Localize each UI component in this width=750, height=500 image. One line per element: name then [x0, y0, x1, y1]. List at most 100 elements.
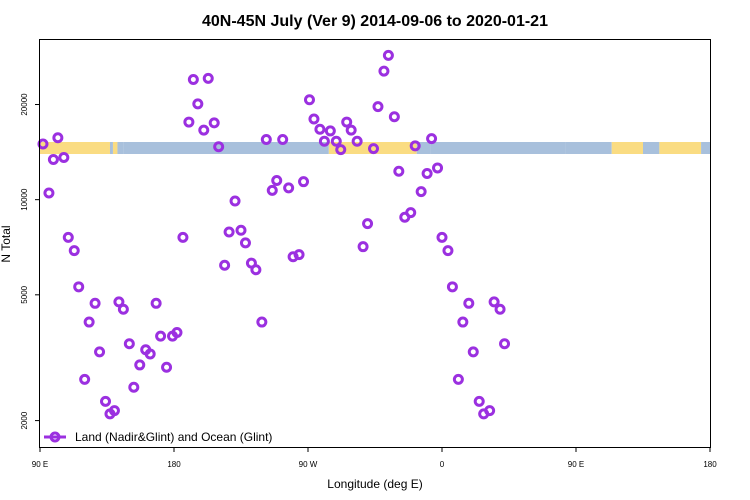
data-point — [144, 348, 156, 360]
x-tick-label: 90 E — [32, 460, 48, 469]
strip-segment-land — [659, 142, 702, 154]
legend-label: Land (Nadir&Glint) and Ocean (Glint) — [75, 430, 272, 444]
strip-segment-ocean — [109, 142, 113, 154]
plot-frame — [39, 39, 711, 448]
data-point — [94, 346, 106, 358]
data-point — [277, 134, 289, 146]
data-point — [62, 231, 74, 243]
data-point — [484, 405, 496, 417]
data-point — [68, 245, 80, 257]
chart-legend: Land (Nadir&Glint) and Ocean (Glint) — [44, 430, 272, 444]
data-point — [378, 65, 390, 77]
data-point — [235, 224, 247, 236]
data-point — [223, 226, 235, 238]
x-tick-label: 180 — [703, 460, 717, 469]
data-point — [219, 259, 231, 271]
data-point — [405, 207, 417, 219]
y-axis-label: N Total — [0, 225, 13, 262]
data-point — [100, 395, 112, 407]
data-point — [499, 338, 511, 350]
data-point — [43, 187, 55, 199]
data-point — [113, 296, 125, 308]
data-point — [298, 176, 310, 188]
legend-marker — [49, 431, 61, 443]
y-tick-label: 2000 — [20, 411, 29, 429]
data-point — [372, 101, 384, 113]
data-point — [73, 281, 85, 293]
data-point — [467, 346, 479, 358]
y-tick-label: 20000 — [20, 93, 29, 116]
data-point — [239, 237, 251, 249]
data-point — [357, 241, 369, 253]
data-point — [330, 135, 342, 147]
data-point — [192, 98, 204, 110]
data-point — [368, 143, 380, 155]
data-point — [432, 162, 444, 174]
data-point — [52, 132, 64, 144]
data-point — [324, 125, 336, 137]
data-point — [134, 359, 146, 371]
x-tick-label: 90 W — [299, 460, 318, 469]
data-point — [161, 361, 173, 373]
data-point — [421, 167, 433, 179]
strip-segment-land — [328, 142, 417, 154]
data-point — [494, 303, 506, 315]
strip-segment-land — [611, 142, 643, 154]
x-tick-label: 0 — [440, 460, 445, 469]
data-point — [171, 326, 183, 338]
data-point — [345, 124, 357, 136]
data-point — [177, 231, 189, 243]
data-point — [314, 123, 326, 135]
data-point — [388, 111, 400, 123]
strip-segment-ocean — [643, 142, 660, 154]
x-axis-label: Longitude (deg E) — [327, 477, 422, 491]
data-point — [473, 395, 485, 407]
y-tick-label: 5000 — [20, 285, 29, 303]
data-point — [117, 303, 129, 315]
data-point — [271, 174, 283, 186]
strip-segment-land — [112, 142, 118, 154]
strip-segment-ocean — [123, 142, 329, 154]
data-point — [108, 405, 120, 417]
data-point — [183, 116, 195, 128]
land-ocean-strip — [40, 142, 710, 154]
data-point — [446, 281, 458, 293]
data-point — [260, 134, 272, 146]
data-point — [409, 140, 421, 152]
data-point — [213, 141, 225, 153]
data-point — [426, 133, 438, 145]
data-point — [266, 184, 278, 196]
data-point — [89, 297, 101, 309]
axis-ticks: 90 E 180 90 W 0 90 E 180 2000 5000 10000 20000 — [20, 93, 717, 469]
data-point — [187, 73, 199, 85]
data-point — [293, 249, 305, 261]
data-point — [83, 316, 95, 328]
strip-segment-ocean — [565, 142, 612, 154]
data-point — [256, 316, 268, 328]
x-tick-label: 90 E — [568, 460, 584, 469]
data-point — [79, 373, 91, 385]
strip-segment-ocean — [430, 142, 566, 154]
data-point — [128, 381, 140, 393]
x-tick-label: 180 — [167, 460, 181, 469]
data-point — [123, 338, 135, 350]
strip-segment-ocean — [701, 142, 710, 154]
data-point — [303, 94, 315, 106]
data-point — [150, 297, 162, 309]
data-point — [335, 144, 347, 156]
data-point — [393, 165, 405, 177]
data-point — [362, 218, 374, 230]
data-point — [208, 117, 220, 129]
data-point — [318, 135, 330, 147]
data-point — [351, 135, 363, 147]
data-point — [436, 231, 448, 243]
data-point — [37, 138, 49, 150]
data-point — [341, 116, 353, 128]
data-point — [250, 264, 262, 276]
y-tick-label: 10000 — [20, 188, 29, 211]
data-point — [452, 373, 464, 385]
data-point — [488, 296, 500, 308]
data-point — [382, 49, 394, 61]
strip-segment-land — [40, 142, 110, 154]
